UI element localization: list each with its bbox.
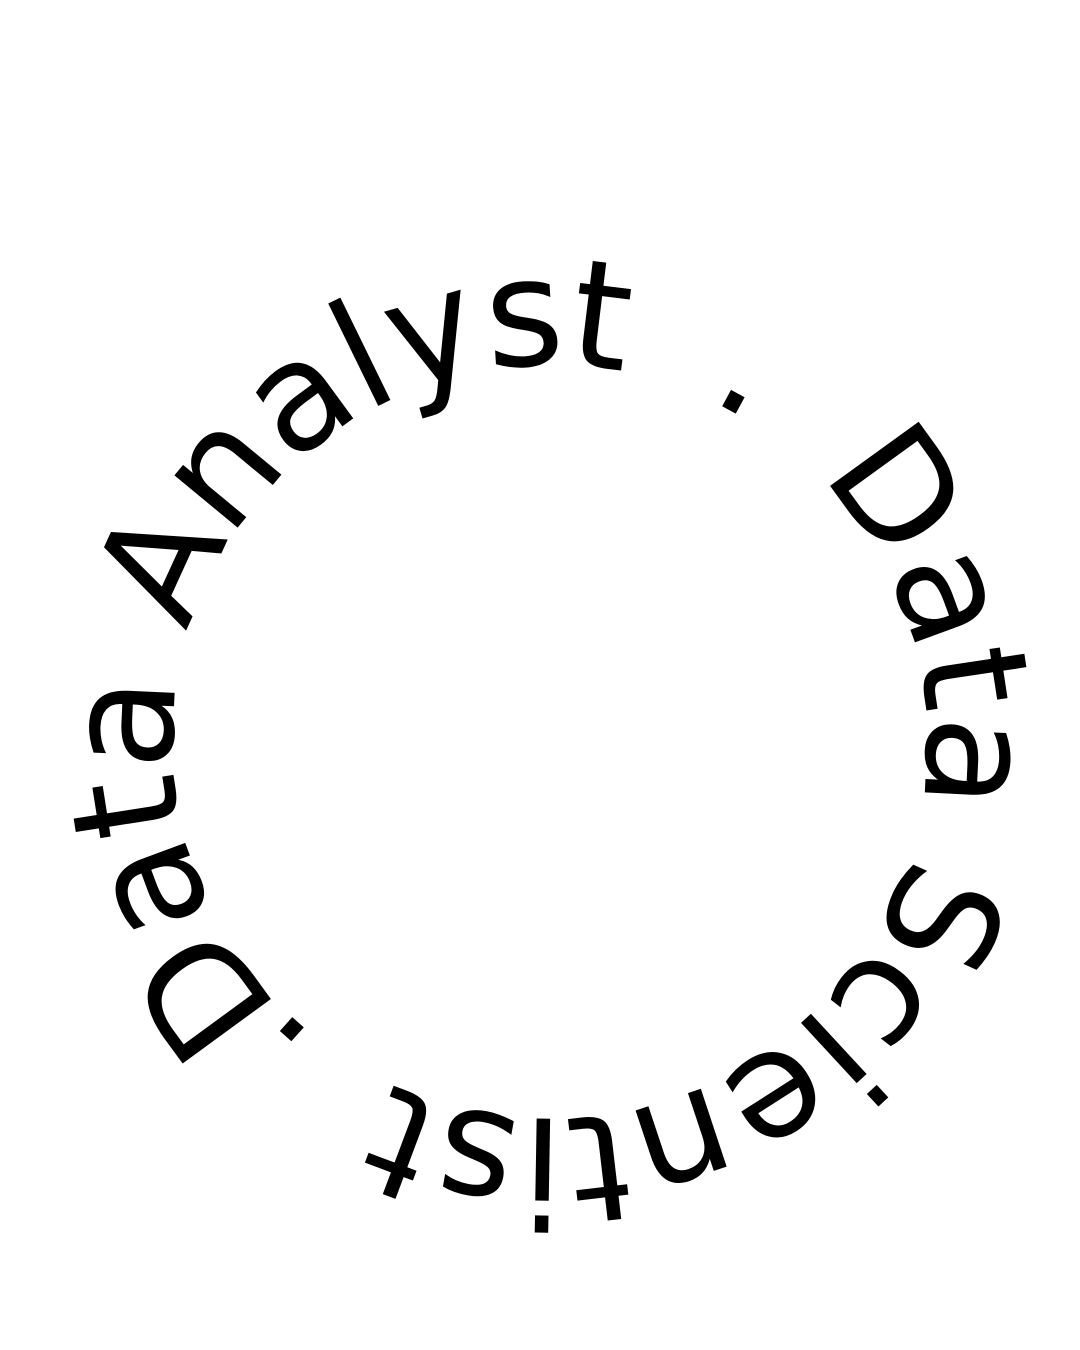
phrase-data-scientist: Data Scientist [342, 393, 1067, 1257]
phrase-data-analyst: Data Analyst [33, 225, 641, 1092]
separator-dot: . [691, 277, 816, 453]
ring-text: Data Analyst . Data Scientist . [33, 225, 1066, 1257]
